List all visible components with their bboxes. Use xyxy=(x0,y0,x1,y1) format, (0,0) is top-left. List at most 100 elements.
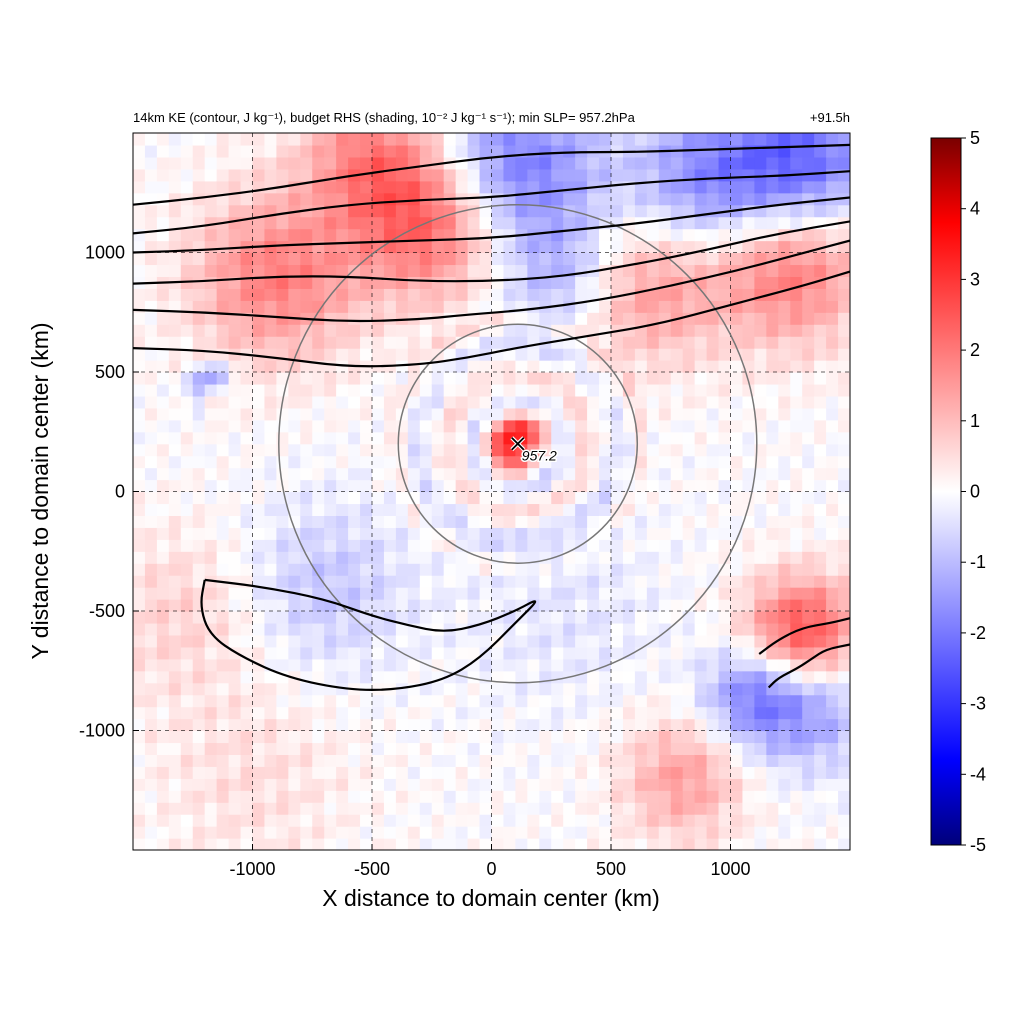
shading-cell xyxy=(826,754,839,767)
shading-cell xyxy=(383,599,397,612)
shading-cell xyxy=(778,467,791,481)
shading-cell xyxy=(431,551,445,564)
y-axis-label: Y distance to domain center (km) xyxy=(27,322,53,659)
shading-cell xyxy=(515,527,528,540)
shading-cell xyxy=(133,228,146,242)
shading-cell xyxy=(133,312,146,325)
shading-cell xyxy=(228,718,242,732)
shading-cell xyxy=(431,419,445,433)
shading-cell xyxy=(348,216,361,230)
shading-cell xyxy=(838,264,850,277)
shading-cell xyxy=(694,180,708,194)
shading-cell xyxy=(838,611,850,624)
shading-cell xyxy=(264,455,277,469)
shading-cell xyxy=(515,312,528,325)
shading-cell xyxy=(790,479,803,493)
shading-cell xyxy=(826,336,839,349)
shading-cell xyxy=(264,276,277,289)
shading-cell xyxy=(682,706,696,720)
shading-cell xyxy=(515,407,528,421)
shading-cell xyxy=(814,730,827,744)
shading-cell xyxy=(144,790,158,803)
shading-cell xyxy=(372,324,385,337)
shading-cell xyxy=(491,658,505,672)
shading-cell xyxy=(467,790,481,803)
shading-cell xyxy=(551,264,564,277)
shading-cell xyxy=(730,539,744,552)
shading-cell xyxy=(204,838,218,850)
shading-cell xyxy=(814,455,827,469)
shading-cell xyxy=(204,802,218,815)
shading-cell xyxy=(778,228,791,242)
shading-cell xyxy=(503,144,516,158)
shading-cell xyxy=(336,479,349,493)
shading-cell xyxy=(670,611,684,624)
shading-cell xyxy=(336,575,349,588)
shading-cell xyxy=(216,360,230,373)
shading-cell xyxy=(372,419,385,433)
shading-cell xyxy=(372,395,385,409)
shading-cell xyxy=(587,826,600,839)
shading-cell xyxy=(312,599,325,612)
shading-cell xyxy=(336,133,349,146)
shading-cell xyxy=(802,192,815,206)
shading-cell xyxy=(156,467,170,481)
shading-cell xyxy=(300,288,313,301)
shading-cell xyxy=(348,348,361,361)
shading-cell xyxy=(156,491,170,505)
shading-cell xyxy=(718,790,732,803)
shading-cell xyxy=(336,527,349,540)
shading-cell xyxy=(156,168,170,182)
shading-cell xyxy=(491,527,505,540)
shading-cell xyxy=(419,431,433,445)
shading-cell xyxy=(360,395,373,409)
shading-cell xyxy=(539,838,552,850)
shading-cell xyxy=(778,694,791,708)
shading-cell xyxy=(144,288,158,301)
shading-cell xyxy=(694,790,708,803)
shading-cell xyxy=(300,814,313,827)
shading-cell xyxy=(180,156,194,170)
shading-cell xyxy=(360,515,373,528)
shading-cell xyxy=(802,133,815,146)
shading-cell xyxy=(778,802,791,815)
shading-cell xyxy=(192,192,206,206)
shading-cell xyxy=(587,503,600,516)
shading-cell xyxy=(575,360,588,373)
shading-cell xyxy=(527,252,540,266)
shading-cell xyxy=(838,300,850,313)
shading-cell xyxy=(144,718,158,732)
shading-cell xyxy=(527,133,540,146)
shading-cell xyxy=(204,718,218,732)
shading-cell xyxy=(180,802,194,815)
shading-cell xyxy=(180,814,194,827)
shading-cell xyxy=(515,455,528,469)
shading-cell xyxy=(276,276,289,289)
shading-cell xyxy=(180,718,194,732)
shading-cell xyxy=(312,133,325,146)
shading-cell xyxy=(467,587,481,600)
shading-cell xyxy=(646,551,660,564)
shading-cell xyxy=(360,168,373,182)
shading-cell xyxy=(646,730,660,744)
shading-cell xyxy=(192,539,206,552)
shading-cell xyxy=(336,754,349,767)
shading-cell xyxy=(240,503,254,516)
shading-cell xyxy=(826,383,839,397)
shading-cell xyxy=(455,372,469,385)
shading-cell xyxy=(790,575,803,588)
shading-cell xyxy=(515,264,528,277)
shading-cell xyxy=(491,599,505,612)
shading-cell xyxy=(383,467,397,481)
shading-cell xyxy=(288,742,301,755)
shading-cell xyxy=(443,372,457,385)
shading-cell xyxy=(826,802,839,815)
shading-cell xyxy=(491,383,505,397)
shading-cell xyxy=(814,599,827,612)
shading-cell xyxy=(599,658,612,672)
shading-cell xyxy=(407,228,421,242)
shading-cell xyxy=(682,694,696,708)
shading-cell xyxy=(133,216,146,230)
shading-cell xyxy=(754,658,767,672)
shading-cell xyxy=(240,372,254,385)
